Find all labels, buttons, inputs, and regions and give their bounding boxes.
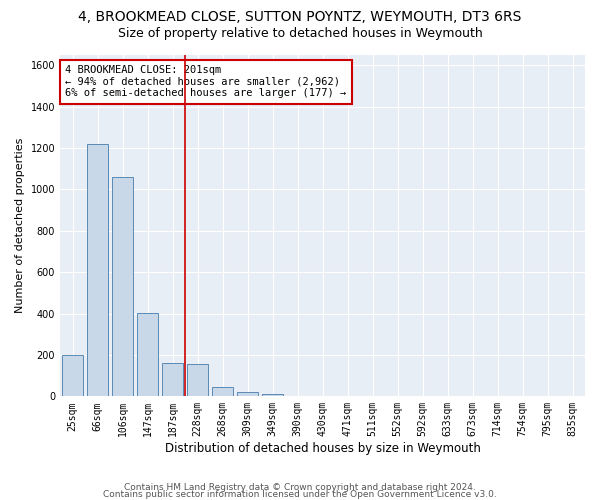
Bar	[87, 144, 108, 397]
Bar	[187, 364, 208, 396]
Bar	[137, 312, 158, 396]
Bar	[162, 363, 183, 396]
Y-axis label: Number of detached properties: Number of detached properties	[15, 138, 25, 314]
Text: 4 BROOKMEAD CLOSE: 201sqm
← 94% of detached houses are smaller (2,962)
6% of sem: 4 BROOKMEAD CLOSE: 201sqm ← 94% of detac…	[65, 65, 347, 98]
Bar	[212, 387, 233, 396]
Bar	[62, 355, 83, 397]
Bar	[237, 392, 258, 396]
X-axis label: Distribution of detached houses by size in Weymouth: Distribution of detached houses by size …	[164, 442, 481, 455]
Text: Contains public sector information licensed under the Open Government Licence v3: Contains public sector information licen…	[103, 490, 497, 499]
Text: 4, BROOKMEAD CLOSE, SUTTON POYNTZ, WEYMOUTH, DT3 6RS: 4, BROOKMEAD CLOSE, SUTTON POYNTZ, WEYMO…	[79, 10, 521, 24]
Text: Size of property relative to detached houses in Weymouth: Size of property relative to detached ho…	[118, 28, 482, 40]
Bar	[262, 394, 283, 396]
Text: Contains HM Land Registry data © Crown copyright and database right 2024.: Contains HM Land Registry data © Crown c…	[124, 484, 476, 492]
Bar	[112, 177, 133, 396]
